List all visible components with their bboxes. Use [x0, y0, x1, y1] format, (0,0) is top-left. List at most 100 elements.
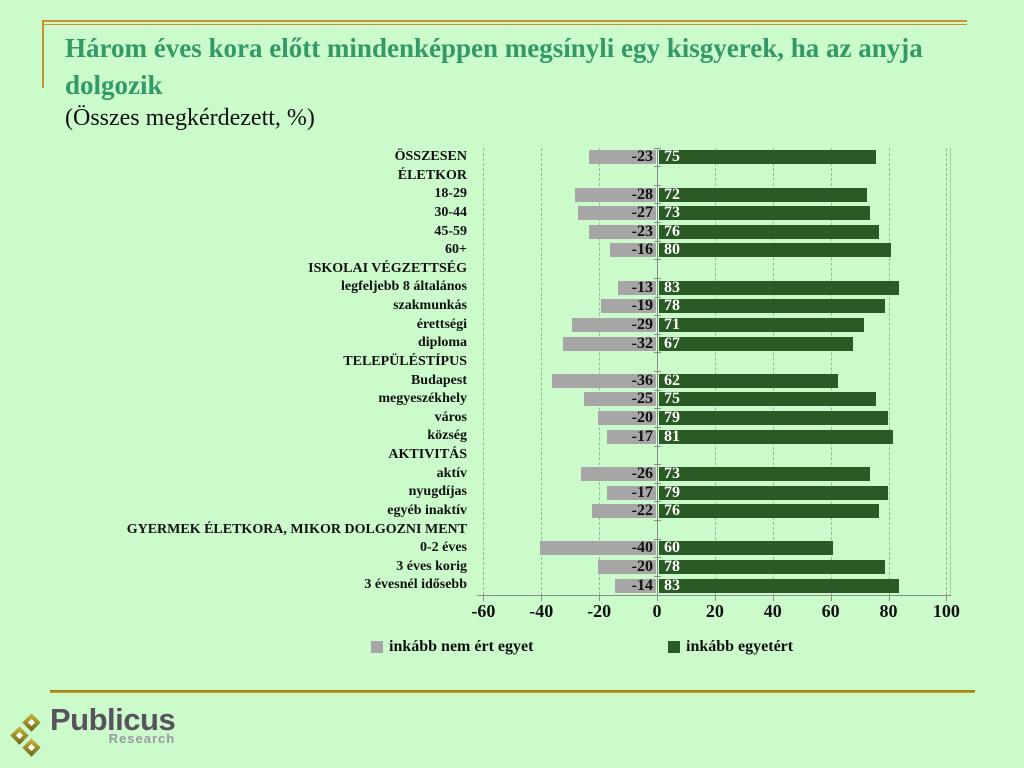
category-axis-tick	[653, 464, 661, 466]
category-axis-tick	[653, 147, 661, 149]
bar-positive: 79	[659, 483, 888, 501]
bar-negative: -16	[609, 241, 656, 259]
category-label: ÉLETKOR	[397, 167, 467, 183]
bar-value-label: -14	[631, 576, 653, 594]
bar-value-label: 67	[664, 334, 680, 352]
category-axis-tick	[653, 501, 661, 503]
bar-value-label: 79	[664, 483, 680, 501]
category-label: AKTIVITÁS	[388, 447, 467, 462]
plot-right-border	[950, 148, 951, 595]
category-axis-tick	[653, 184, 661, 186]
category-axis-tick	[653, 482, 661, 484]
category-axis-tick	[653, 389, 661, 391]
gridline-20	[714, 148, 716, 595]
bar-value-label: -22	[631, 502, 653, 520]
bar-positive: 78	[659, 297, 885, 315]
bar-value-label: -32	[631, 334, 653, 352]
bar-positive: 76	[659, 223, 879, 239]
bar-value-label: -23	[631, 222, 653, 240]
bar-value-label: -27	[631, 204, 653, 222]
category-axis-tick	[653, 408, 661, 410]
category-label: diploma	[417, 335, 467, 351]
category-label: község	[427, 428, 467, 444]
footer-divider-line	[50, 690, 975, 693]
category-axis-tick	[653, 203, 661, 205]
bar-value-label: 60	[664, 539, 680, 557]
bar-value-label: -26	[631, 464, 653, 482]
gridline--20	[599, 148, 601, 595]
category-axis-tick	[653, 240, 661, 242]
category-axis-tick	[653, 520, 661, 521]
bar-value-label: -29	[631, 315, 653, 333]
bar-positive: 73	[659, 464, 871, 482]
x-axis-tick	[888, 596, 890, 601]
bar-value-label: 83	[664, 278, 680, 296]
legend-label-nem-ert-egyet: inkább nem ért egyet	[389, 638, 534, 655]
x-axis-tick-label: 80	[879, 601, 898, 621]
bar-value-label: 78	[664, 297, 680, 315]
bar-negative: -27	[577, 204, 656, 222]
bar-positive: 79	[659, 410, 888, 426]
bar-negative: -26	[580, 464, 656, 482]
category-axis-tick	[653, 575, 661, 577]
category-axis-tick	[653, 277, 661, 279]
bar-value-label: -28	[631, 185, 653, 203]
bar-negative: -29	[572, 315, 656, 333]
bar-negative: -32	[563, 334, 656, 352]
bar-value-label: 72	[664, 185, 680, 203]
slide-subtitle: (Összes megkérdezett, %)	[65, 105, 315, 131]
x-axis-tick-label: -40	[529, 601, 554, 621]
category-label: ÖSSZESEN	[394, 149, 467, 164]
bar-value-label: 81	[664, 427, 680, 445]
bar-negative: -28	[574, 185, 656, 203]
bar-value-label: -36	[631, 371, 653, 389]
gridline-80	[888, 148, 890, 595]
bar-negative: -36	[551, 371, 656, 389]
category-label: GYERMEK ÉLETKORA, MIKOR DOLGOZNI MENT	[126, 521, 467, 537]
bar-value-label: 78	[664, 558, 680, 576]
category-label: ISKOLAI VÉGZETTSÉG	[308, 260, 467, 276]
x-axis-tick	[541, 596, 543, 601]
category-axis-tick	[653, 296, 661, 298]
x-axis-tick-label: 0	[652, 601, 662, 621]
bar-positive: 78	[659, 558, 885, 576]
bar-value-label: -16	[631, 241, 653, 259]
gridline-60	[830, 148, 832, 595]
category-axis-tick	[653, 315, 661, 317]
bar-positive: 71	[659, 316, 865, 332]
logo-subtext: Research	[108, 731, 176, 746]
category-label: nyugdíjas	[408, 484, 467, 500]
bar-value-label: 62	[664, 371, 680, 389]
bar-positive: 80	[659, 242, 891, 258]
x-axis-line	[477, 595, 951, 596]
diamond-top-icon	[22, 713, 41, 732]
bar-value-label: 75	[664, 148, 680, 166]
category-axis-tick	[653, 259, 661, 261]
legend-item-nem-ert-egyet: inkább nem ért egyet	[371, 638, 533, 656]
publicus-logo-text: Publicus Research	[50, 702, 176, 746]
bar-value-label: -40	[631, 539, 653, 557]
bar-value-label: 76	[664, 502, 680, 520]
bar-positive: 75	[659, 391, 877, 407]
category-label: város	[434, 409, 467, 425]
bar-value-label: 73	[664, 464, 680, 482]
bar-negative: -40	[540, 539, 656, 557]
bar-negative: -17	[606, 484, 656, 500]
legend-label-egyetert: inkább egyetért	[686, 638, 794, 655]
bar-negative: -23	[589, 222, 656, 240]
bar-value-label: -25	[631, 390, 653, 408]
bar-positive: 73	[659, 205, 871, 221]
bar-positive: 72	[659, 185, 868, 203]
category-label: egyéb inaktív	[387, 502, 467, 518]
category-axis-tick	[653, 557, 661, 559]
bar-negative: -25	[583, 390, 656, 408]
diamond-bottom-icon	[22, 738, 41, 757]
category-axis-tick	[653, 371, 661, 372]
bar-positive: 83	[659, 577, 900, 593]
x-axis-tick	[714, 596, 716, 601]
bar-negative: -19	[601, 298, 656, 314]
category-label: Budapest	[410, 372, 467, 388]
bar-positive: 83	[659, 278, 900, 296]
bar-value-label: -20	[631, 409, 653, 427]
diverging-bar-chart: -23 75 -28 72 -27 73 -23 76 -16 80 -13 83 -19 78 -29 71…	[0, 147, 1024, 630]
